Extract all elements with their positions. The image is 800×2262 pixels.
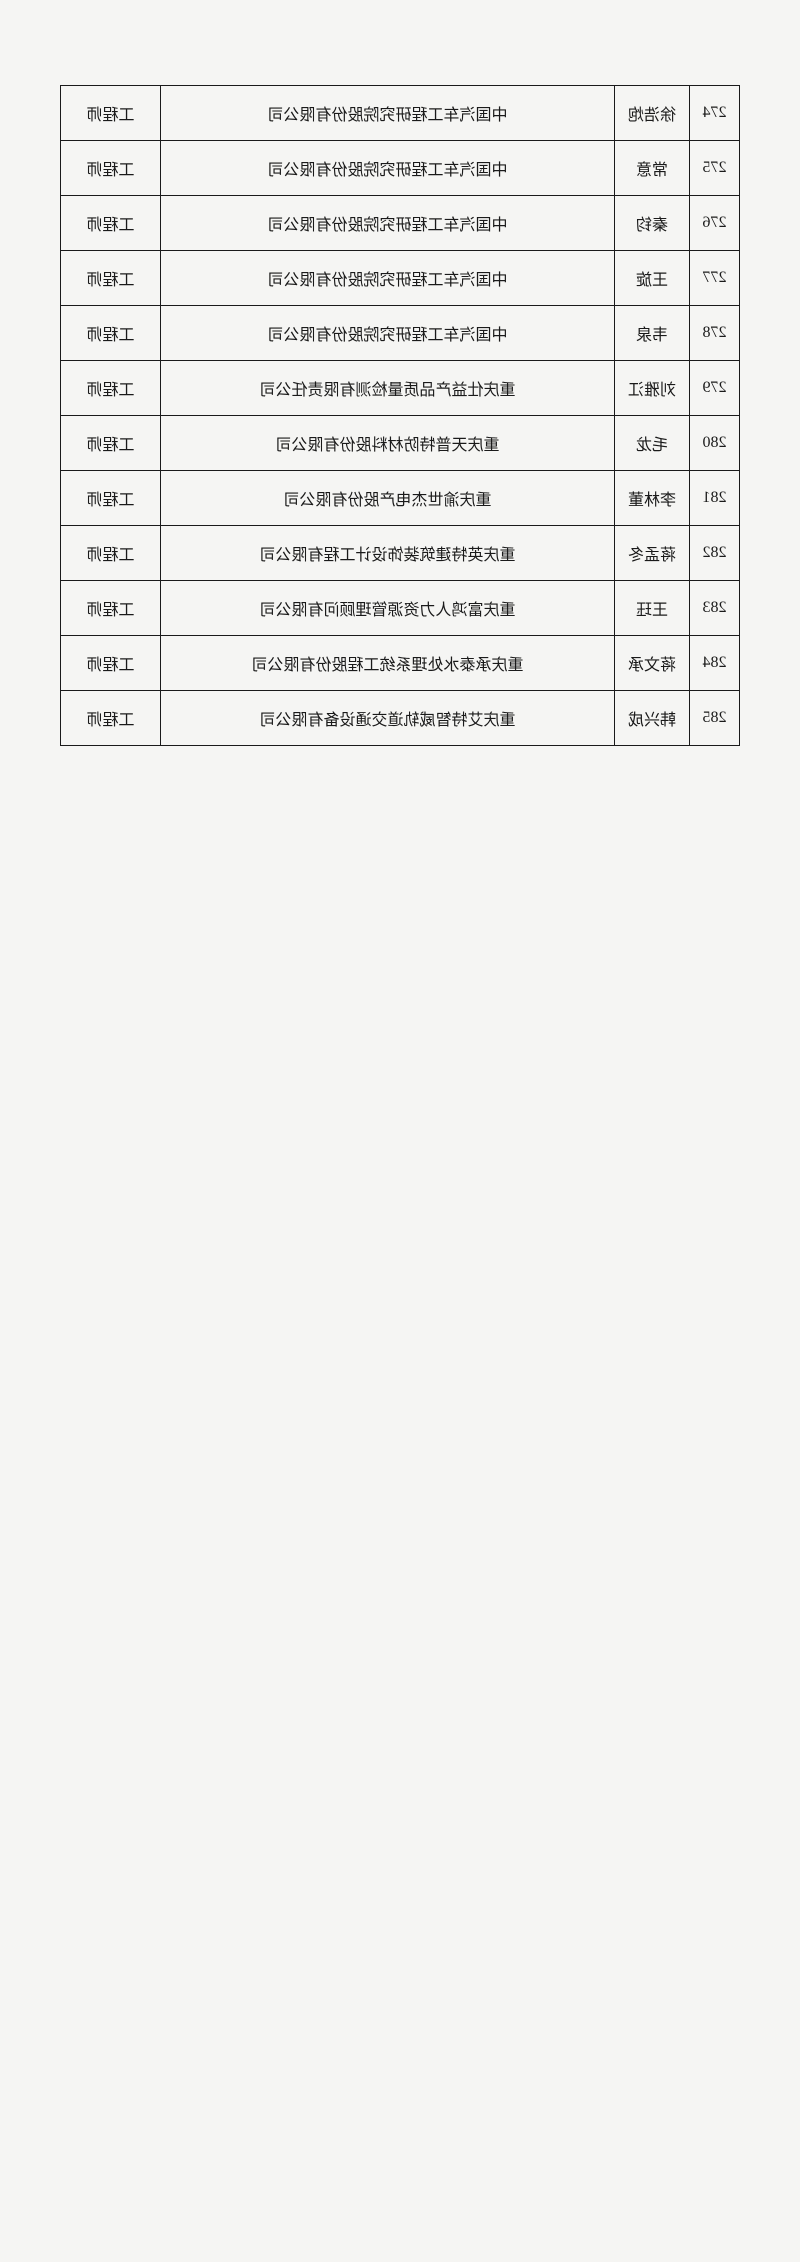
table-row: 279刘雅江重庆仕益产品质量检测有限责任公司工程师	[61, 361, 740, 416]
table-row: 277王旋中国汽车工程研究院股份有限公司工程师	[61, 251, 740, 306]
table-body: 274徐浩炮中国汽车工程研究院股份有限公司工程师275常意中国汽车工程研究院股份…	[61, 86, 740, 746]
cell-name: 刘雅江	[615, 361, 690, 416]
cell-title: 工程师	[61, 471, 161, 526]
cell-title: 工程师	[61, 306, 161, 361]
cell-name: 韦泉	[615, 306, 690, 361]
cell-name: 李林董	[615, 471, 690, 526]
cell-title: 工程师	[61, 196, 161, 251]
cell-title: 工程师	[61, 361, 161, 416]
cell-number: 282	[690, 526, 740, 581]
table-row: 284蒋文承重庆承泰水处理系统工程股份有限公司工程师	[61, 636, 740, 691]
cell-number: 285	[690, 691, 740, 746]
cell-number: 281	[690, 471, 740, 526]
cell-name: 常意	[615, 141, 690, 196]
cell-name: 王旋	[615, 251, 690, 306]
table-row: 281李林董重庆渝世杰电产股份有限公司工程师	[61, 471, 740, 526]
cell-number: 276	[690, 196, 740, 251]
cell-number: 277	[690, 251, 740, 306]
cell-name: 毛龙	[615, 416, 690, 471]
cell-title: 工程师	[61, 141, 161, 196]
cell-company: 重庆艾特智威轨道交通设备有限公司	[161, 691, 615, 746]
cell-name: 秦钧	[615, 196, 690, 251]
cell-title: 工程师	[61, 86, 161, 141]
cell-company: 中国汽车工程研究院股份有限公司	[161, 251, 615, 306]
cell-title: 工程师	[61, 581, 161, 636]
cell-title: 工程师	[61, 251, 161, 306]
cell-title: 工程师	[61, 526, 161, 581]
cell-number: 284	[690, 636, 740, 691]
cell-company: 重庆渝世杰电产股份有限公司	[161, 471, 615, 526]
table-row: 283王珏重庆富鸿人力资源管理顾问有限公司工程师	[61, 581, 740, 636]
cell-number: 280	[690, 416, 740, 471]
cell-name: 韩兴成	[615, 691, 690, 746]
table-row: 275常意中国汽车工程研究院股份有限公司工程师	[61, 141, 740, 196]
cell-name: 蒋孟冬	[615, 526, 690, 581]
table-row: 280毛龙重庆天普特防材料股份有限公司工程师	[61, 416, 740, 471]
cell-company: 重庆富鸿人力资源管理顾问有限公司	[161, 581, 615, 636]
cell-number: 275	[690, 141, 740, 196]
cell-company: 中国汽车工程研究院股份有限公司	[161, 86, 615, 141]
cell-title: 工程师	[61, 691, 161, 746]
cell-number: 279	[690, 361, 740, 416]
cell-title: 工程师	[61, 416, 161, 471]
cell-company: 重庆承泰水处理系统工程股份有限公司	[161, 636, 615, 691]
table-row: 278韦泉中国汽车工程研究院股份有限公司工程师	[61, 306, 740, 361]
cell-number: 274	[690, 86, 740, 141]
table-row: 285韩兴成重庆艾特智威轨道交通设备有限公司工程师	[61, 691, 740, 746]
page-container: 274徐浩炮中国汽车工程研究院股份有限公司工程师275常意中国汽车工程研究院股份…	[0, 0, 800, 2262]
cell-company: 重庆天普特防材料股份有限公司	[161, 416, 615, 471]
cell-company: 中国汽车工程研究院股份有限公司	[161, 141, 615, 196]
cell-name: 徐浩炮	[615, 86, 690, 141]
cell-company: 重庆仕益产品质量检测有限责任公司	[161, 361, 615, 416]
cell-name: 蒋文承	[615, 636, 690, 691]
table-row: 276秦钧中国汽车工程研究院股份有限公司工程师	[61, 196, 740, 251]
cell-number: 283	[690, 581, 740, 636]
cell-title: 工程师	[61, 636, 161, 691]
personnel-table: 274徐浩炮中国汽车工程研究院股份有限公司工程师275常意中国汽车工程研究院股份…	[60, 85, 740, 746]
cell-company: 中国汽车工程研究院股份有限公司	[161, 306, 615, 361]
table-row: 282蒋孟冬重庆英特建筑装饰设计工程有限公司工程师	[61, 526, 740, 581]
cell-number: 278	[690, 306, 740, 361]
cell-company: 重庆英特建筑装饰设计工程有限公司	[161, 526, 615, 581]
cell-company: 中国汽车工程研究院股份有限公司	[161, 196, 615, 251]
table-row: 274徐浩炮中国汽车工程研究院股份有限公司工程师	[61, 86, 740, 141]
cell-name: 王珏	[615, 581, 690, 636]
